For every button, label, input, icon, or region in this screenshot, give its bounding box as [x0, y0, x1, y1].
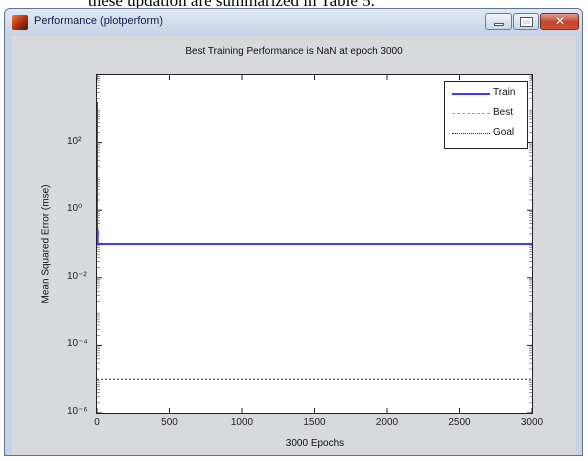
- legend-item-goal: Goal: [445, 126, 529, 142]
- minimize-button[interactable]: [485, 13, 512, 30]
- x-tick-label: 2500: [448, 417, 471, 428]
- legend-label-best: Best: [493, 107, 514, 118]
- y-tick-label: 10⁰: [67, 203, 83, 215]
- legend-swatch-goal: [452, 133, 490, 134]
- legend-label-goal: Goal: [493, 127, 515, 138]
- x-tick-label: 1000: [230, 417, 254, 428]
- close-button[interactable]: [540, 13, 579, 30]
- legend-swatch-best: [452, 113, 490, 114]
- plot-svg: [97, 75, 532, 413]
- figure-window: Performance (plotperform) Best Training …: [4, 8, 583, 456]
- window-title: Performance (plotperform): [34, 15, 163, 27]
- legend[interactable]: Train Best Goal: [444, 81, 528, 149]
- y-tick-label: 10²: [67, 135, 82, 147]
- title-bar[interactable]: Performance (plotperform): [5, 9, 582, 36]
- y-axis-label: Mean Squared Error (mse): [40, 184, 52, 304]
- x-axis-label: 3000 Epochs: [285, 438, 345, 449]
- matlab-icon: [12, 15, 28, 30]
- y-tick-label: 10⁻²: [67, 270, 87, 282]
- figure-canvas: Best Training Performance is NaN at epoc…: [12, 36, 576, 455]
- legend-label-train: Train: [493, 87, 516, 98]
- legend-swatch-train: [452, 93, 490, 95]
- legend-item-best: Best: [445, 106, 529, 122]
- x-tick-label: 500: [161, 417, 178, 428]
- y-tick-label: 10⁻⁴: [67, 338, 88, 350]
- series-line-train: [97, 102, 532, 245]
- x-tick-label: 1500: [303, 417, 326, 428]
- y-tick-label: 10⁻⁶: [67, 406, 88, 417]
- legend-item-train: Train: [445, 86, 529, 102]
- chart-title: Best Training Performance is NaN at epoc…: [185, 46, 403, 57]
- x-tick-label: 3000: [520, 417, 544, 428]
- x-tick-label: 2000: [375, 417, 399, 428]
- x-tick-label: 0: [94, 417, 100, 428]
- maximize-button[interactable]: [513, 13, 539, 30]
- document-text: these updation are summarized in Table 5…: [88, 0, 375, 10]
